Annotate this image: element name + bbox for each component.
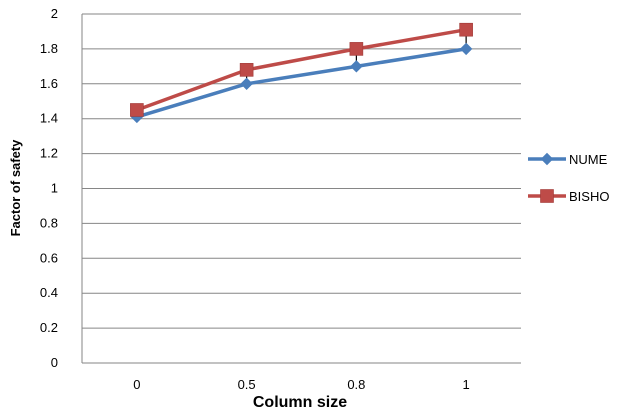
series-bisho [130, 22, 473, 117]
data-point [459, 22, 473, 37]
data-point [239, 63, 254, 77]
y-tick-label: 1 [51, 181, 58, 196]
series-line [136, 27, 467, 112]
x-tick-label: 0 [133, 377, 140, 392]
y-tick-label: 0.6 [40, 250, 58, 265]
y-tick-label: 1.2 [40, 146, 58, 161]
axes [81, 14, 521, 364]
legend-item: NUME [528, 152, 608, 167]
y-tick-label: 0.8 [40, 215, 58, 230]
x-tick-label: 0.5 [238, 377, 256, 392]
y-tick-label: 0 [51, 355, 58, 370]
x-tick-label: 1 [463, 377, 470, 392]
data-point [540, 152, 554, 166]
y-axis-title: Factor of safety [8, 139, 23, 237]
legend-label: BISHO [569, 189, 609, 204]
y-tick-label: 1.6 [40, 76, 58, 91]
legend-label: NUME [569, 152, 608, 167]
x-axis-title: Column size [253, 394, 347, 411]
y-tick-label: 1.4 [40, 111, 58, 126]
y-tick-label: 2 [51, 6, 58, 21]
series-nume [130, 42, 473, 124]
y-tick-label: 0.2 [40, 320, 58, 335]
data-point [349, 42, 364, 56]
y-tick-labels: 0 0.2 0.4 0.6 0.8 1 1.2 1.4 1.6 1.8 2 [40, 6, 58, 370]
data-series [130, 22, 473, 124]
data-point [350, 60, 363, 73]
y-tick-label: 1.8 [40, 41, 58, 56]
grid-lines [82, 13, 521, 364]
data-point [130, 103, 144, 117]
legend-item: BISHO [528, 189, 609, 204]
y-tick-label: 0.4 [40, 285, 58, 300]
data-point [240, 77, 253, 91]
x-tick-label: 0.8 [347, 377, 365, 392]
data-point [459, 42, 473, 56]
x-tick-labels: 0 0.5 0.8 1 [133, 377, 469, 392]
data-point [540, 189, 554, 203]
legend: NUME BISHO [528, 152, 609, 204]
series-line [136, 47, 467, 119]
